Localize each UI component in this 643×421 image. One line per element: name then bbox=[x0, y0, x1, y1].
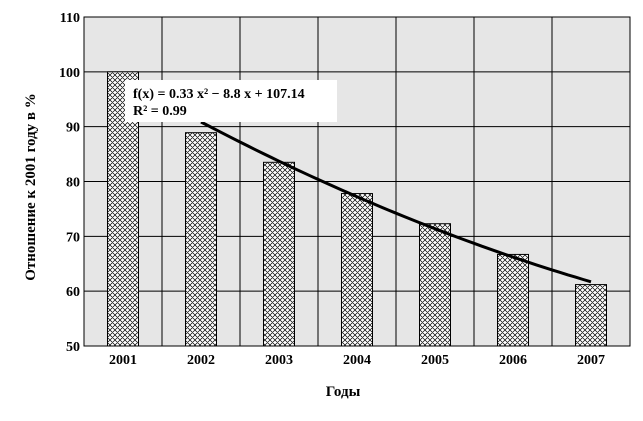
x-tick-label: 2005 bbox=[421, 353, 449, 368]
y-tick-label: 50 bbox=[66, 340, 80, 355]
x-axis-ticks: 2001 2002 2003 2004 2005 2006 2007 bbox=[109, 353, 605, 368]
x-axis-title: Годы bbox=[326, 384, 361, 400]
x-tick-label: 2006 bbox=[499, 353, 527, 368]
x-tick-label: 2002 bbox=[187, 353, 215, 368]
y-tick-label: 90 bbox=[66, 121, 80, 136]
y-tick-label: 70 bbox=[66, 230, 80, 245]
bar bbox=[575, 284, 607, 347]
x-tick-label: 2001 bbox=[109, 353, 137, 368]
trendline-r-squared: R² = 0.99 bbox=[133, 104, 187, 119]
trendline-equation-box: f(x) = 0.33 x² − 8.8 x + 107.14 R² = 0.9… bbox=[125, 80, 337, 122]
y-tick-label: 100 bbox=[59, 66, 80, 81]
trendline-curve bbox=[200, 120, 592, 284]
x-tick-label: 2003 bbox=[265, 353, 293, 368]
y-tick-label: 80 bbox=[66, 176, 80, 191]
y-tick-label: 60 bbox=[66, 285, 80, 300]
x-tick-label: 2007 bbox=[577, 353, 605, 368]
trendline bbox=[200, 120, 592, 284]
x-tick-label: 2004 bbox=[343, 353, 371, 368]
y-axis-title: Отношение к 2001 году в % bbox=[23, 93, 39, 281]
bar bbox=[497, 253, 529, 347]
bar bbox=[341, 193, 373, 347]
plot-border bbox=[83, 16, 631, 347]
y-tick-label: 110 bbox=[60, 11, 80, 26]
bar bbox=[185, 132, 217, 347]
bars bbox=[107, 71, 607, 347]
trendline-equation: f(x) = 0.33 x² − 8.8 x + 107.14 bbox=[133, 87, 305, 102]
y-axis-ticks: 50 60 70 80 90 100 110 bbox=[59, 11, 80, 355]
bar bbox=[419, 223, 451, 347]
bar bbox=[263, 161, 295, 347]
